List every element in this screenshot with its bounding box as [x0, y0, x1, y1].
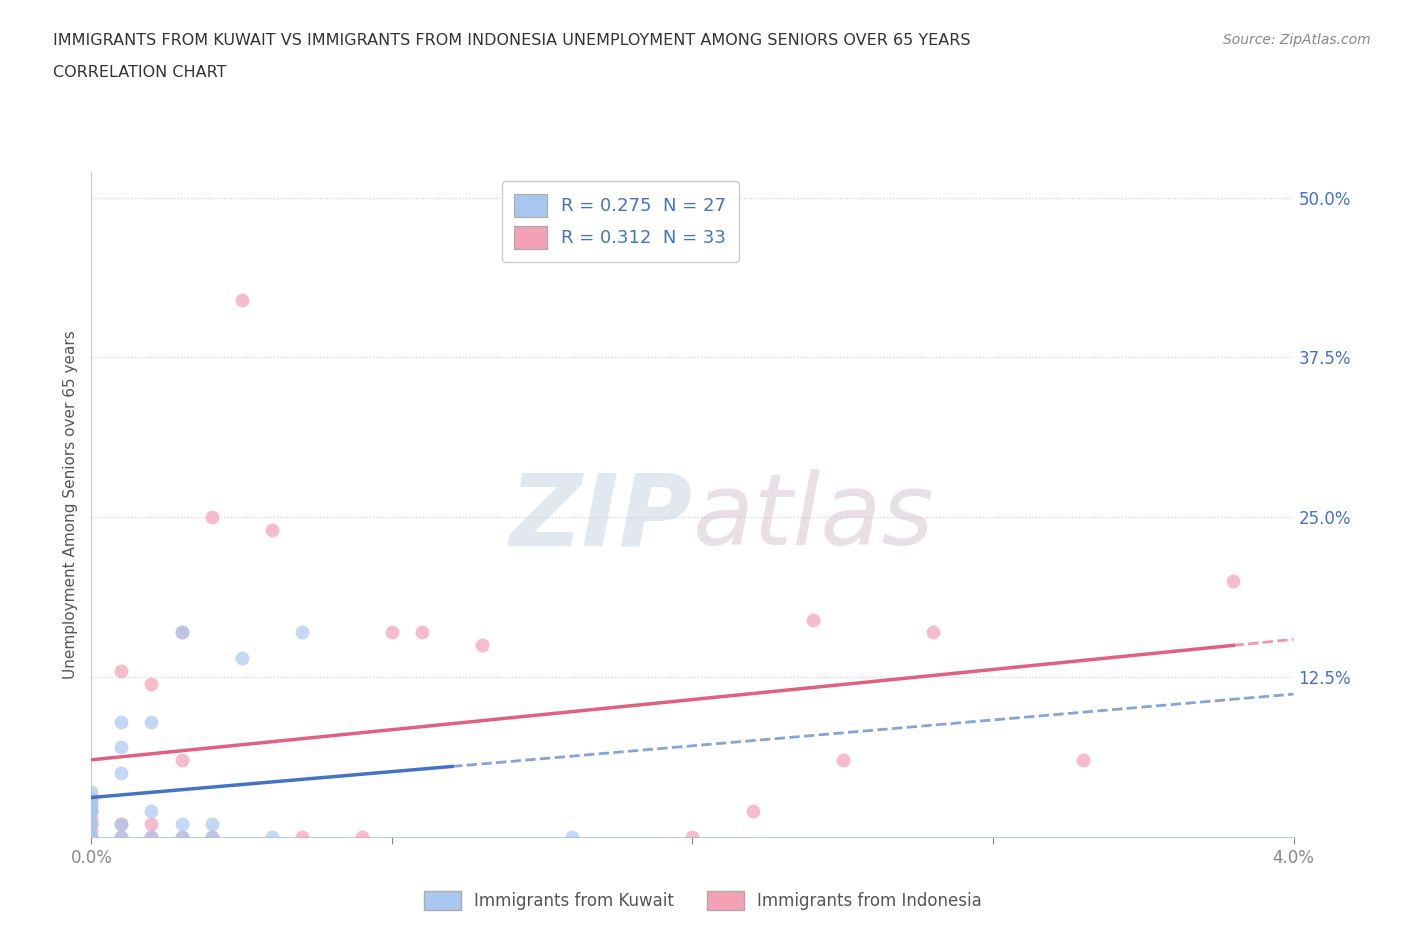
Point	[231, 293, 253, 308]
Point	[381, 625, 404, 640]
Point	[561, 830, 583, 844]
Text: IMMIGRANTS FROM KUWAIT VS IMMIGRANTS FROM INDONESIA UNEMPLOYMENT AMONG SENIORS O: IMMIGRANTS FROM KUWAIT VS IMMIGRANTS FRO…	[53, 33, 972, 47]
Point	[141, 830, 163, 844]
Point	[170, 830, 193, 844]
Point	[1071, 753, 1094, 768]
Point	[471, 638, 494, 653]
Point	[260, 830, 283, 844]
Point	[231, 651, 253, 666]
Text: atlas: atlas	[692, 470, 934, 566]
Point	[170, 625, 193, 640]
Point	[110, 830, 132, 844]
Point	[110, 740, 132, 755]
Text: CORRELATION CHART: CORRELATION CHART	[53, 65, 226, 80]
Point	[141, 817, 163, 831]
Point	[80, 830, 103, 844]
Point	[80, 791, 103, 806]
Point	[80, 823, 103, 838]
Point	[201, 817, 224, 831]
Point	[350, 830, 373, 844]
Point	[201, 830, 224, 844]
Point	[80, 804, 103, 819]
Point	[80, 804, 103, 819]
Point	[80, 810, 103, 825]
Point	[170, 817, 193, 831]
Point	[80, 817, 103, 831]
Point	[80, 830, 103, 844]
Point	[80, 791, 103, 806]
Point	[80, 804, 103, 819]
Point	[141, 676, 163, 691]
Point	[110, 817, 132, 831]
Point	[80, 785, 103, 800]
Point	[80, 830, 103, 844]
Point	[741, 804, 763, 819]
Point	[80, 830, 103, 844]
Text: Source: ZipAtlas.com: Source: ZipAtlas.com	[1223, 33, 1371, 46]
Point	[110, 765, 132, 780]
Point	[141, 830, 163, 844]
Point	[1222, 574, 1244, 589]
Point	[801, 612, 824, 627]
Point	[110, 663, 132, 678]
Point	[141, 804, 163, 819]
Point	[170, 830, 193, 844]
Legend: R = 0.275  N = 27, R = 0.312  N = 33: R = 0.275 N = 27, R = 0.312 N = 33	[502, 181, 740, 261]
Y-axis label: Unemployment Among Seniors over 65 years: Unemployment Among Seniors over 65 years	[63, 330, 79, 679]
Point	[170, 753, 193, 768]
Legend: Immigrants from Kuwait, Immigrants from Indonesia: Immigrants from Kuwait, Immigrants from …	[418, 884, 988, 917]
Point	[110, 830, 132, 844]
Point	[681, 830, 703, 844]
Point	[80, 798, 103, 813]
Point	[141, 714, 163, 729]
Point	[110, 817, 132, 831]
Point	[201, 830, 224, 844]
Point	[260, 523, 283, 538]
Point	[411, 625, 433, 640]
Point	[80, 817, 103, 831]
Point	[110, 714, 132, 729]
Point	[831, 753, 853, 768]
Point	[922, 625, 945, 640]
Point	[201, 510, 224, 525]
Point	[291, 830, 314, 844]
Point	[170, 625, 193, 640]
Point	[291, 625, 314, 640]
Text: ZIP: ZIP	[509, 470, 692, 566]
Point	[80, 830, 103, 844]
Point	[80, 817, 103, 831]
Point	[80, 798, 103, 813]
